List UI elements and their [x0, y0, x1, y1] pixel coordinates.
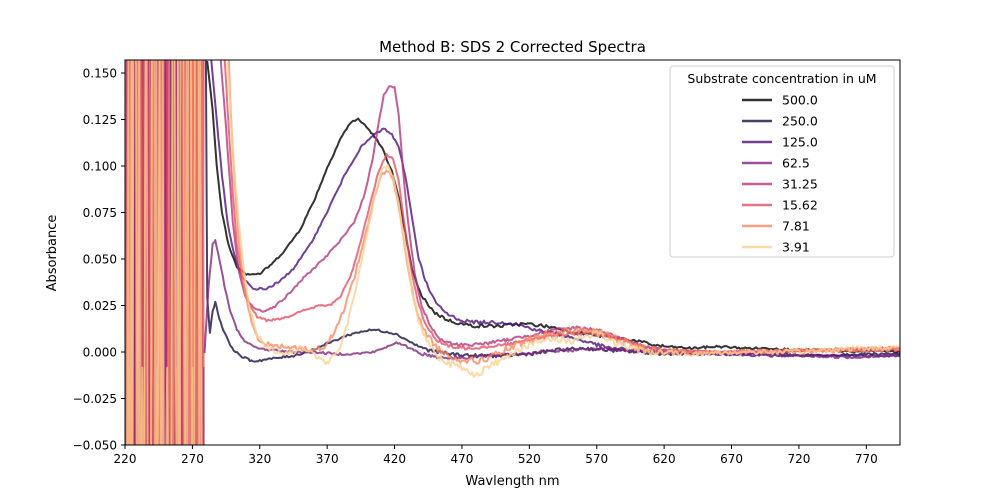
y-axis-label: Absorbance: [45, 215, 60, 292]
y-tick-label: 0.100: [83, 160, 117, 174]
x-tick-label: 220: [114, 452, 137, 466]
x-tick-label: 270: [181, 452, 204, 466]
legend-label: 15.62: [782, 198, 818, 213]
x-tick-label: 670: [720, 452, 743, 466]
legend-entries: 500.0 250.0 125.0 62.5 31.25 15.62 7.81 3.91: [742, 93, 818, 255]
y-tick-label: 0.150: [83, 67, 117, 81]
legend-label: 3.91: [782, 240, 810, 255]
legend-box: [669, 65, 895, 258]
low-wavelength-noise-region: [125, 60, 205, 445]
y-tick-label: −0.050: [73, 439, 117, 453]
y-tick-label: 0.125: [83, 113, 117, 127]
x-tick-label: 470: [451, 452, 474, 466]
series-line-3.91: [226, 62, 900, 378]
y-axis-ticks: −0.050 −0.025 0.000 0.025 0.050 0.075 0.100 0.1…: [73, 67, 125, 453]
legend-label: 250.0: [782, 114, 818, 129]
legend-label: 125.0: [782, 135, 818, 150]
x-tick-label: 420: [383, 452, 406, 466]
y-tick-label: 0.075: [83, 206, 117, 220]
x-tick-label: 570: [585, 452, 608, 466]
legend-title: Substrate concentration in uM: [687, 71, 876, 86]
legend-label: 62.5: [782, 156, 810, 171]
x-axis-ticks: 220 270 320 370 420 470 520 570 620 670 720 770: [114, 445, 878, 466]
y-tick-label: −0.025: [73, 392, 117, 406]
plot-frame: [124, 59, 901, 446]
y-tick-label: 0.025: [83, 299, 117, 313]
y-tick-label: 0.050: [83, 253, 117, 267]
x-tick-label: 520: [518, 452, 541, 466]
legend: Substrate concentration in uM 500.0 250.0…: [669, 65, 895, 258]
x-tick-label: 370: [316, 452, 339, 466]
series-lines: [203, 60, 900, 378]
legend-label: 500.0: [782, 93, 818, 108]
x-tick-label: 620: [653, 452, 676, 466]
x-tick-label: 320: [248, 452, 271, 466]
series-line-62.5: [203, 239, 900, 360]
x-axis-label: Wavlength nm: [465, 474, 559, 489]
chart-title: Method B: SDS 2 Corrected Spectra: [379, 38, 646, 56]
legend-label: 31.25: [782, 177, 818, 192]
legend-label: 7.81: [782, 219, 810, 234]
x-tick-label: 720: [787, 452, 810, 466]
x-tick-label: 770: [855, 452, 878, 466]
noise-trace: [126, 60, 203, 445]
y-tick-label: 0.000: [83, 346, 117, 360]
